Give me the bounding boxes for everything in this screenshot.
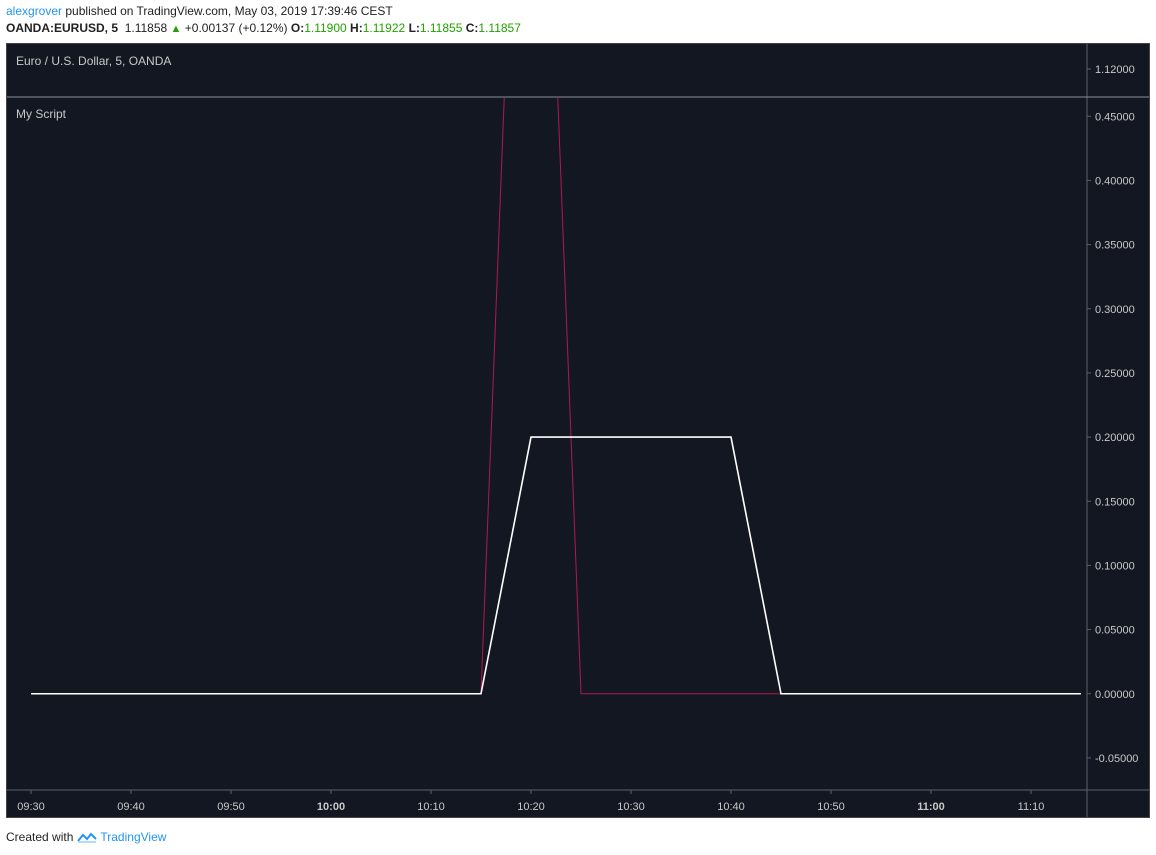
indicator-pane-title: My Script — [16, 107, 67, 121]
main-pane-title: Euro / U.S. Dollar, 5, OANDA — [16, 54, 172, 68]
tradingview-link[interactable]: TradingView — [77, 830, 166, 844]
low-label: L: — [408, 21, 420, 35]
x-tick-label: 10:20 — [517, 801, 545, 813]
tradingview-brand: TradingView — [100, 830, 167, 844]
price-change: +0.00137 (+0.12%) — [184, 21, 288, 35]
y-tick-label: 0.45000 — [1095, 111, 1135, 123]
y-tick-label: 0.10000 — [1095, 560, 1135, 572]
y-tick-label: -0.05000 — [1095, 753, 1138, 765]
y-tick-label: 0.25000 — [1095, 368, 1135, 380]
published-text: published on TradingView.com, May 03, 20… — [65, 4, 393, 18]
x-tick-label: 10:50 — [817, 801, 845, 813]
open-value: 1.11900 — [304, 21, 347, 35]
x-tick-label: 09:50 — [217, 801, 245, 813]
created-with-text: Created with — [6, 830, 74, 844]
y-tick-label: 0.30000 — [1095, 304, 1135, 316]
x-tick-label: 10:40 — [717, 801, 745, 813]
series-line-white — [31, 436, 1081, 695]
close-value: 1.11857 — [478, 21, 521, 35]
y-tick-label: 0.35000 — [1095, 240, 1135, 252]
x-tick-label: 10:00 — [317, 801, 345, 813]
low-value: 1.11855 — [419, 21, 463, 35]
chart-svg[interactable]: 1.12000 0.45000 0.40000 0.35000 0.30000 0.250… — [7, 44, 1149, 817]
y-tick-label: 0.05000 — [1095, 625, 1135, 637]
close-label: C: — [465, 21, 479, 35]
last-price: 1.11858 — [124, 21, 168, 35]
y-tick-label: 0.20000 — [1095, 432, 1135, 444]
symbol-label: OANDA:EURUSD, 5 — [6, 21, 119, 35]
y-tick-label: 0.00000 — [1095, 689, 1135, 701]
y-tick-label: 0.40000 — [1095, 175, 1135, 187]
x-tick-label: 11:00 — [917, 801, 945, 813]
x-tick-label: 10:10 — [417, 801, 445, 813]
y-tick-label: 0.15000 — [1095, 496, 1135, 508]
series-line-red — [31, 98, 781, 695]
tradingview-logo-icon — [77, 832, 98, 843]
high-value: 1.11922 — [362, 21, 406, 35]
chart-container[interactable]: 1.12000 0.45000 0.40000 0.35000 0.30000 0.250… — [6, 43, 1150, 818]
x-tick-label: 10:30 — [617, 801, 645, 813]
up-arrow-icon: ▲ — [170, 23, 182, 35]
x-tick-label: 11:10 — [1018, 801, 1045, 813]
symbol-info-bar: OANDA:EURUSD, 5 1.11858 ▲ +0.00137 (+0.1… — [6, 21, 521, 35]
x-tick-label: 09:40 — [117, 801, 145, 813]
open-label: O: — [290, 21, 305, 35]
publish-info: alexgrover published on TradingView.com,… — [6, 4, 393, 18]
high-label: H: — [350, 21, 363, 35]
footer: Created with TradingView — [6, 830, 166, 844]
price-tick-label: 1.12000 — [1095, 64, 1135, 76]
author-link[interactable]: alexgrover — [6, 4, 63, 18]
x-tick-label: 09:30 — [17, 801, 45, 813]
